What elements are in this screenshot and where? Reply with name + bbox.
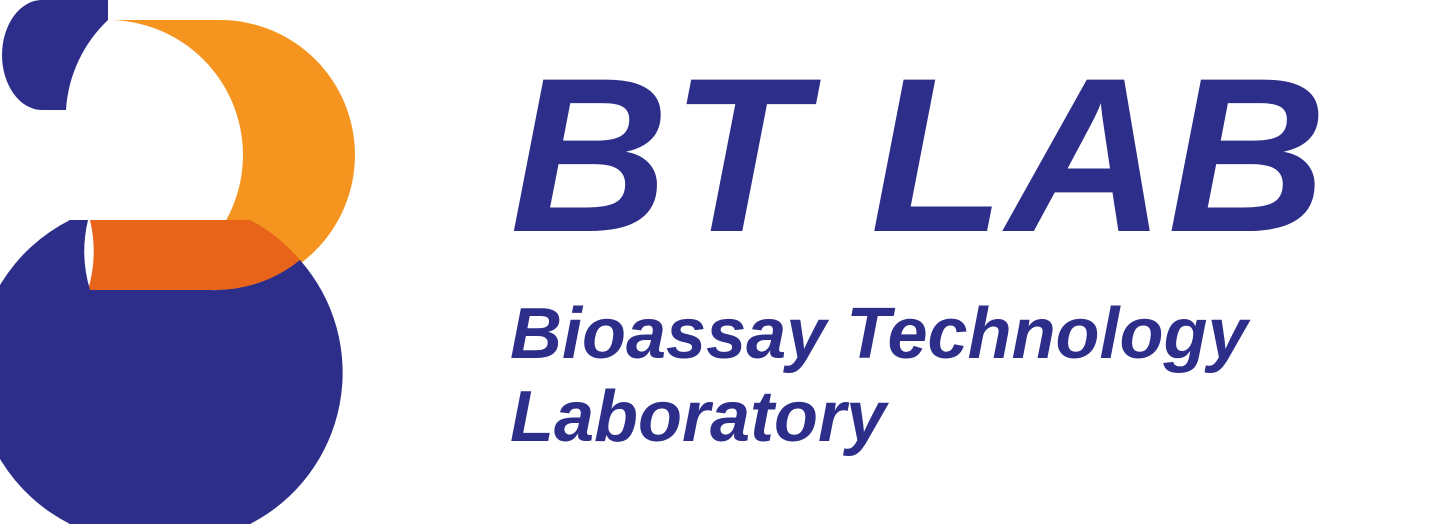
logo-b-icon [0, 0, 440, 524]
logo-subtitle-line1: Bioassay Technology [510, 294, 1248, 374]
logo-subtitle: Bioassay Technology Laboratory [510, 293, 1329, 459]
logo-mark [0, 0, 440, 524]
logo-stem [2, 0, 108, 110]
logo-container: BT LAB Bioassay Technology Laboratory [0, 0, 1445, 524]
logo-title: BT LAB [510, 45, 1329, 265]
logo-text-block: BT LAB Bioassay Technology Laboratory [510, 65, 1329, 459]
logo-subtitle-line2: Laboratory [510, 377, 886, 457]
